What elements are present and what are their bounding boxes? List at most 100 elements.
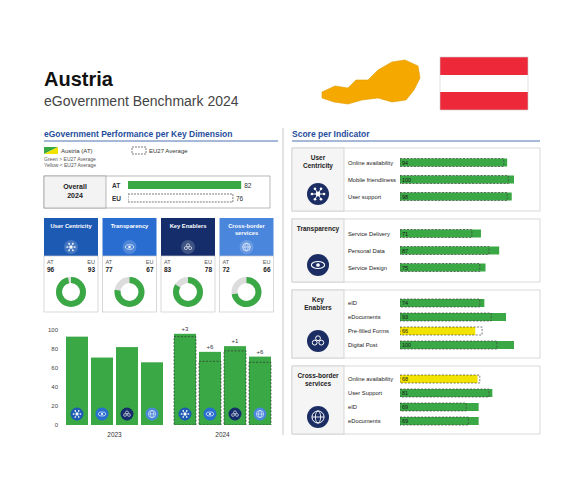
bar bbox=[400, 341, 514, 349]
reference-bar bbox=[400, 159, 504, 167]
reference-bar bbox=[400, 403, 466, 411]
icon bbox=[96, 408, 109, 421]
tick-label: User support bbox=[348, 194, 382, 200]
section-rule bbox=[292, 141, 540, 142]
icon-part bbox=[126, 411, 129, 414]
data-label: 69 bbox=[402, 418, 408, 424]
icon-part bbox=[232, 414, 235, 417]
tile-body bbox=[103, 256, 157, 312]
bar bbox=[400, 247, 499, 255]
flag-stripe bbox=[440, 92, 528, 110]
bar bbox=[224, 346, 246, 425]
tile-body bbox=[220, 256, 274, 312]
icon-bg bbox=[240, 240, 254, 254]
section-title: Score per Indicator bbox=[292, 129, 370, 139]
annotation: +1 bbox=[232, 338, 240, 344]
bar bbox=[249, 357, 271, 425]
data-label: 74 bbox=[402, 300, 408, 306]
tile-label: EU bbox=[146, 259, 154, 265]
group-box bbox=[292, 290, 540, 358]
flag-border bbox=[440, 57, 528, 110]
data-label: 83 bbox=[164, 266, 172, 273]
icon-part bbox=[71, 247, 73, 250]
icon-part bbox=[77, 411, 79, 414]
icon-bg bbox=[229, 408, 242, 421]
tick-label: User Support bbox=[348, 390, 383, 396]
data-label: 77 bbox=[106, 266, 114, 273]
tile-header bbox=[161, 218, 215, 256]
title-line: Overall bbox=[63, 183, 87, 190]
tick-label: Service Design bbox=[348, 265, 387, 271]
icon-part bbox=[314, 187, 317, 190]
tile-label: AT bbox=[223, 259, 230, 265]
plot-area bbox=[400, 230, 499, 272]
tick-label: Online availability bbox=[348, 160, 393, 166]
icon bbox=[71, 408, 84, 421]
data-label: 81 bbox=[402, 390, 408, 396]
tick-label: EU bbox=[112, 195, 121, 202]
reference-bar bbox=[400, 327, 482, 335]
annotation: +6 bbox=[257, 349, 265, 355]
data-label: 82 bbox=[244, 182, 252, 189]
tick-label: Pre-filled Forms bbox=[348, 328, 389, 334]
tick-label: Digital Post bbox=[348, 342, 378, 348]
tick-label: AT bbox=[112, 182, 120, 189]
title-line: 2024 bbox=[67, 192, 83, 199]
icon-part bbox=[68, 249, 70, 251]
donut-arc bbox=[118, 280, 142, 304]
bar bbox=[400, 176, 514, 184]
icon-part bbox=[148, 414, 155, 415]
icon bbox=[179, 408, 192, 421]
data-label: 93 bbox=[402, 314, 408, 320]
icon-part bbox=[182, 410, 184, 412]
icon-part bbox=[72, 249, 74, 251]
title-line: User Centricity bbox=[50, 223, 92, 229]
icon-part bbox=[128, 414, 131, 417]
icon-part bbox=[69, 247, 71, 250]
icon bbox=[240, 240, 254, 254]
title-line: services bbox=[235, 230, 258, 236]
tick-label: eDocuments bbox=[348, 314, 381, 320]
legend-label: EU27 Average bbox=[149, 148, 188, 154]
icon-part bbox=[182, 416, 184, 418]
group-label-box bbox=[292, 290, 344, 358]
icon-part bbox=[125, 245, 133, 249]
icon-part bbox=[69, 244, 71, 247]
icon bbox=[181, 240, 195, 254]
reference-bar bbox=[400, 176, 508, 184]
bar bbox=[400, 299, 484, 307]
background bbox=[0, 0, 565, 500]
icon-part bbox=[73, 413, 75, 415]
reference-bar bbox=[400, 247, 489, 255]
bar bbox=[400, 193, 512, 201]
tile-label: AT bbox=[47, 259, 54, 265]
reference-bar bbox=[249, 362, 271, 425]
icon-bg bbox=[64, 240, 78, 254]
title-line: Transparency bbox=[111, 223, 149, 229]
bar bbox=[400, 327, 475, 335]
tile-header bbox=[44, 218, 98, 256]
reference-bar bbox=[400, 299, 480, 307]
icon-bg bbox=[307, 330, 329, 352]
data-label: 69 bbox=[402, 404, 408, 410]
group-title: KeyEnablers bbox=[304, 296, 332, 311]
group-title: Transparency bbox=[297, 225, 340, 233]
icon-part bbox=[75, 411, 77, 414]
title-line: Key Enablers bbox=[170, 223, 207, 229]
flag-stripe bbox=[440, 75, 528, 92]
group-label-box bbox=[292, 148, 344, 211]
data-label: 100 bbox=[402, 177, 411, 183]
icon-part bbox=[183, 411, 185, 414]
map-shape bbox=[322, 60, 420, 104]
icon bbox=[64, 240, 78, 254]
icon-part bbox=[66, 246, 68, 248]
tile-title: User Centricity bbox=[50, 223, 92, 229]
icon-part bbox=[128, 246, 130, 248]
tick-label: eID bbox=[348, 404, 357, 410]
icon-part bbox=[319, 340, 324, 345]
bar bbox=[91, 358, 113, 425]
legend-swatch bbox=[44, 147, 58, 154]
icon-part bbox=[311, 261, 324, 268]
data-label: 93 bbox=[88, 266, 96, 273]
icon-part bbox=[234, 411, 237, 414]
